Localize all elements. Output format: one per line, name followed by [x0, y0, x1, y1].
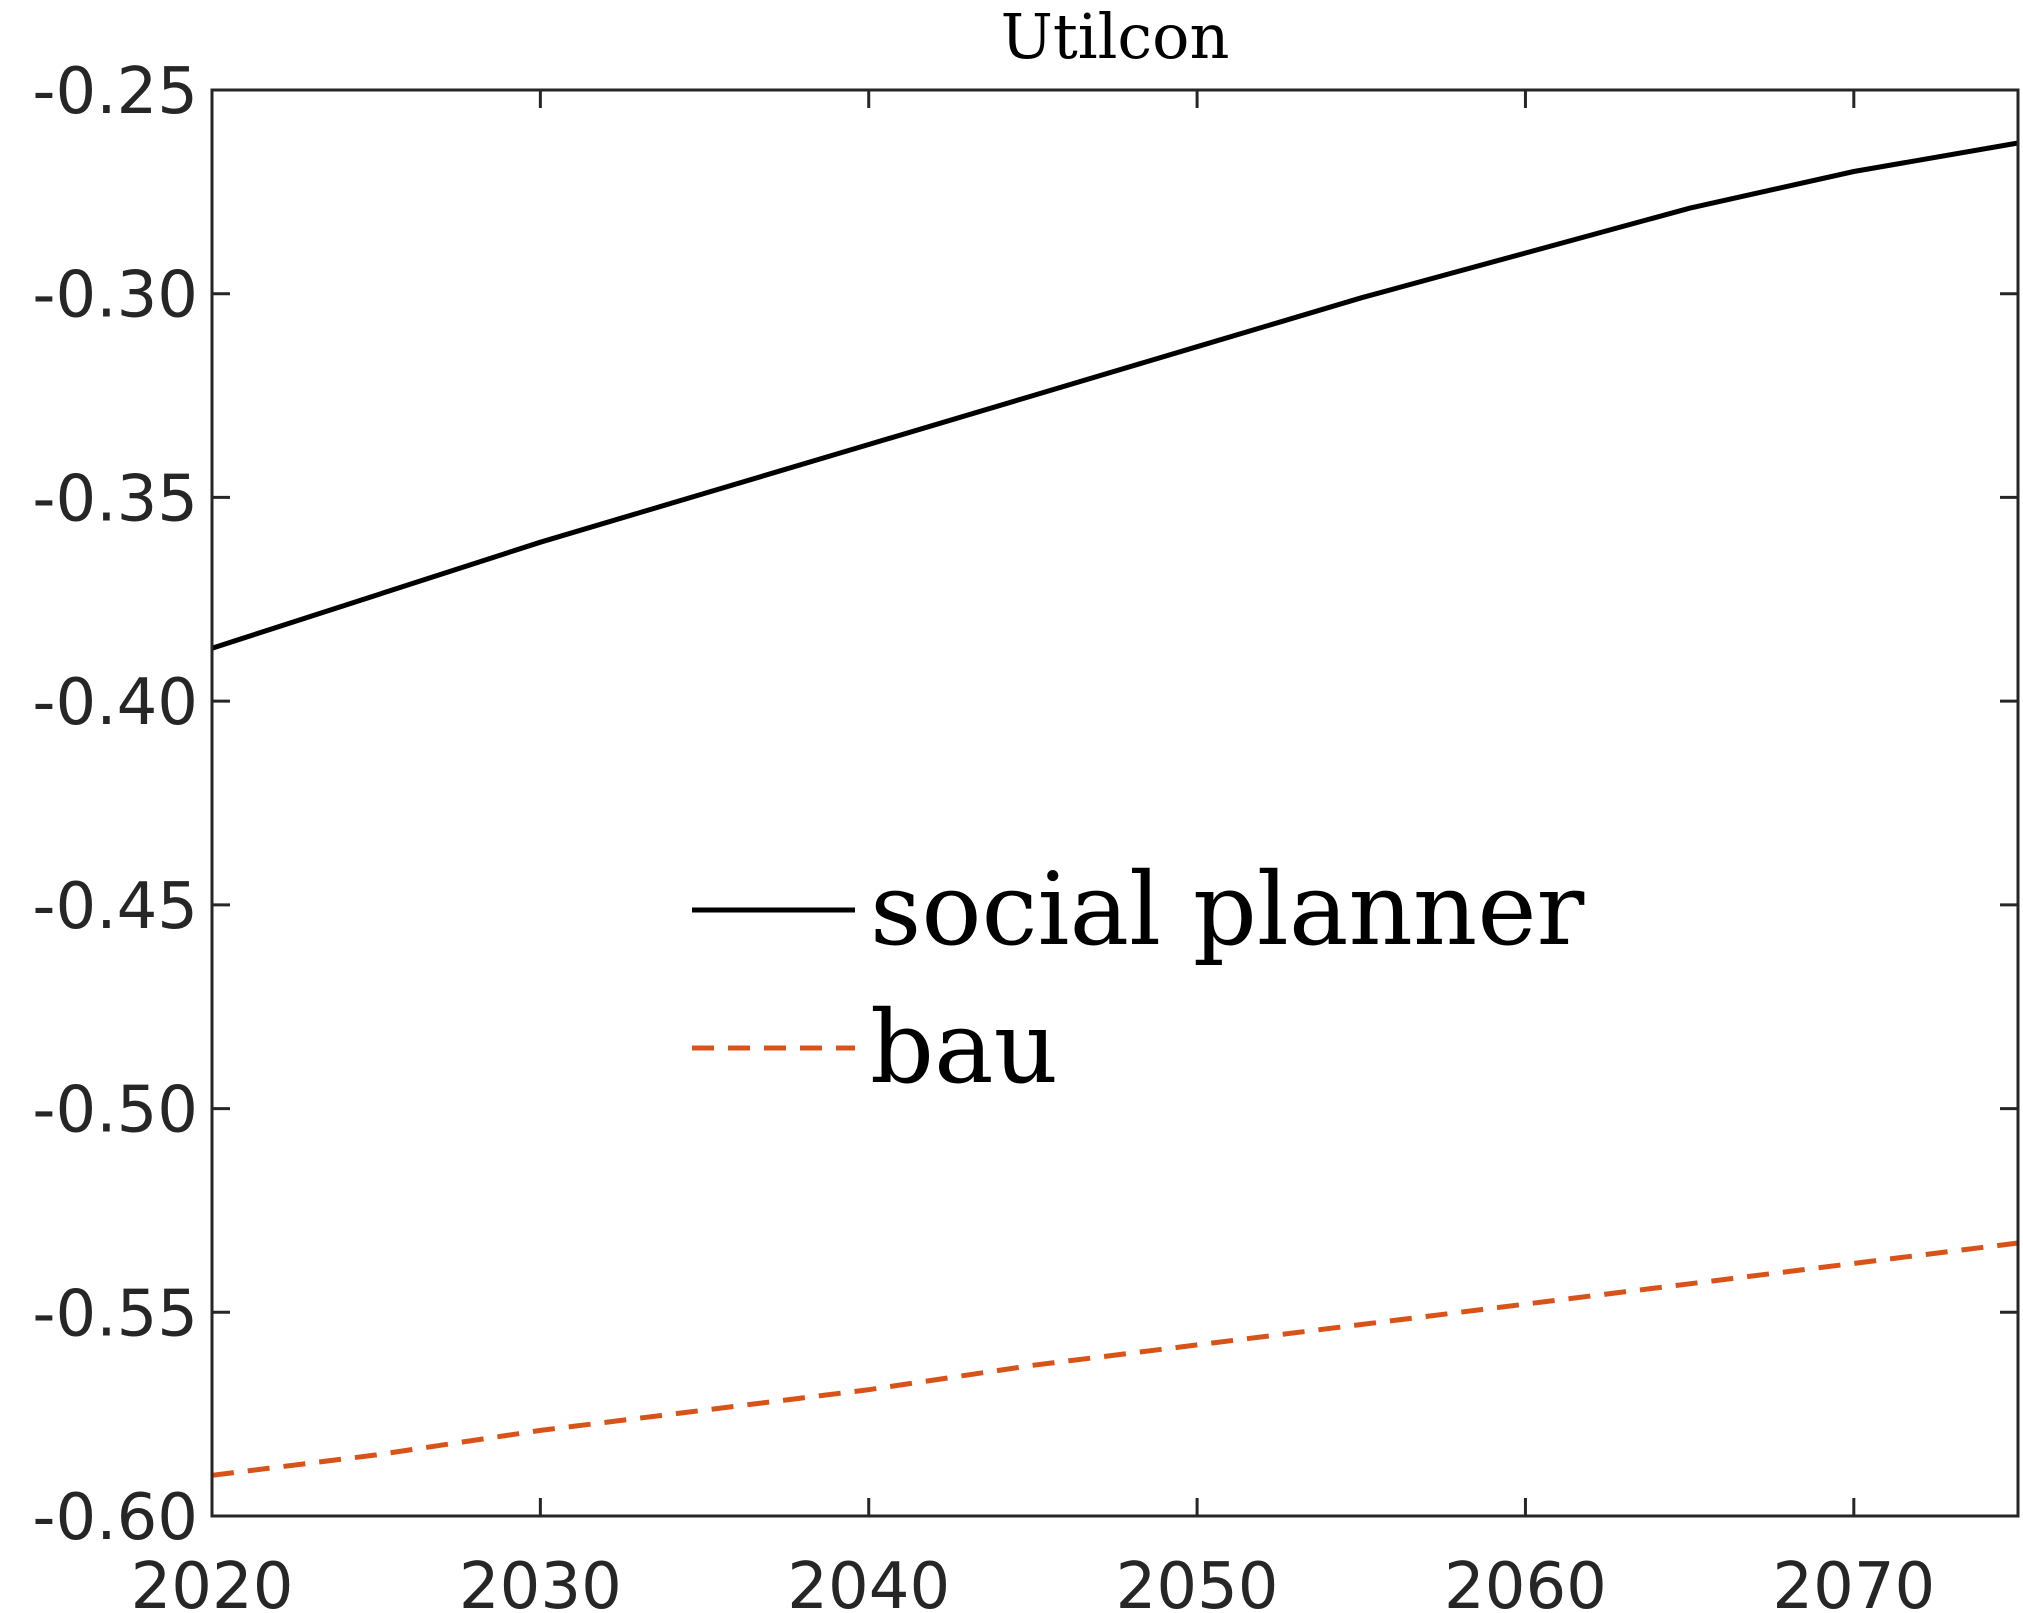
series-line-social-planner: [211, 140, 2019, 651]
x-tick-label: 2070: [1772, 1550, 1935, 1613]
x-tick-label: 2060: [1444, 1550, 1607, 1613]
legend-label-bau: bau: [870, 989, 1058, 1106]
x-tick-label: 2030: [459, 1550, 622, 1613]
series-line-bau: [211, 1240, 2019, 1478]
y-tick-labels: -0.25 -0.30 -0.35 -0.40 -0.45 -0.50 -0.55 -0.60: [32, 55, 198, 1555]
y-tick-label: -0.30: [32, 259, 198, 333]
plot-area: [212, 90, 2018, 1516]
axes-box: [210, 88, 2020, 1518]
legend: social planner bau: [692, 851, 1585, 1106]
y-tick-label: -0.35: [32, 462, 198, 536]
x-tick-label: 2050: [1116, 1550, 1279, 1613]
y-tick-label: -0.60: [32, 1481, 198, 1555]
y-tick-label: -0.40: [32, 666, 198, 740]
chart-title: Utilcon: [1001, 0, 1230, 73]
legend-label-social-planner: social planner: [870, 851, 1585, 968]
y-tick-label: -0.25: [32, 55, 198, 129]
x-tick-label: 2020: [131, 1550, 294, 1613]
y-tick-label: -0.50: [32, 1074, 198, 1148]
series-layer: [211, 140, 2019, 1478]
y-tick-label: -0.45: [32, 870, 198, 944]
x-tick-labels: 2020 2030 2040 2050 2060 2070: [131, 1550, 1936, 1613]
x-tick-label: 2040: [787, 1550, 950, 1613]
y-tick-label: -0.55: [32, 1277, 198, 1351]
